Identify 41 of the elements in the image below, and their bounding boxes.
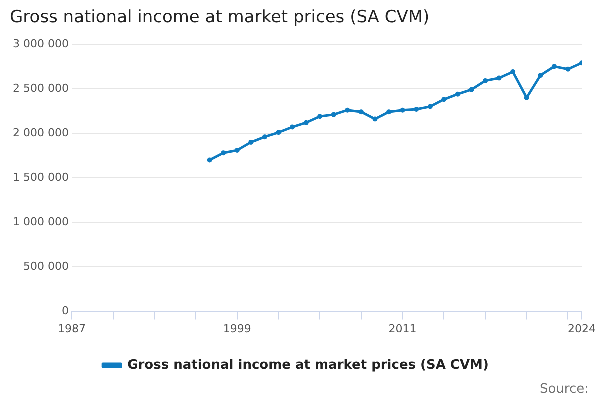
- x-tick-label: 2024: [568, 322, 596, 336]
- x-tick-label: 1999: [223, 322, 252, 336]
- point: [510, 70, 516, 75]
- point: [248, 140, 254, 145]
- point: [345, 108, 350, 113]
- point: [469, 87, 474, 92]
- point: [400, 108, 406, 113]
- point: [455, 92, 460, 97]
- point: [290, 124, 296, 130]
- point: [276, 130, 282, 136]
- chart-title: Gross national income at market prices (SA CVM): [10, 8, 430, 28]
- point: [372, 116, 378, 122]
- point: [221, 150, 226, 156]
- point: [428, 104, 433, 110]
- y-tick-label: 1 500 000: [13, 170, 69, 184]
- point: [234, 148, 240, 153]
- x-tick-label: 1987: [58, 322, 86, 336]
- point: [414, 106, 420, 112]
- point: [207, 158, 212, 163]
- y-tick-label: 500 000: [23, 260, 69, 274]
- y-tick-label: 1 000 000: [13, 216, 69, 229]
- legend-label: Gross national income at market prices (SA CVM): [128, 358, 489, 373]
- point: [566, 66, 571, 72]
- y-tick-label: 2 500 000: [13, 82, 69, 95]
- point: [358, 110, 364, 115]
- point: [318, 114, 323, 120]
- y-tick-label: 3 000 000: [13, 37, 69, 50]
- source-note: Source:: [540, 382, 589, 397]
- y-tick-label: 2 000 000: [13, 126, 69, 140]
- point: [442, 97, 447, 102]
- y-tick-label: 0: [62, 304, 69, 318]
- point: [262, 134, 268, 140]
- point: [524, 95, 530, 100]
- point: [483, 78, 488, 84]
- x-tick-label: 2011: [388, 322, 417, 336]
- point: [386, 110, 392, 115]
- point: [496, 76, 502, 81]
- point: [304, 120, 309, 126]
- point: [331, 112, 336, 118]
- point: [552, 64, 557, 70]
- point: [538, 73, 544, 78]
